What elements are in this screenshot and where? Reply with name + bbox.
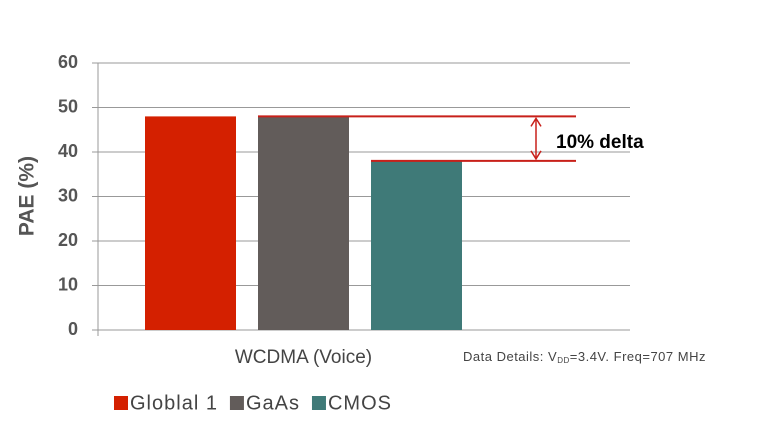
annotation: 10% delta xyxy=(556,132,644,153)
y-tick-label: 30 xyxy=(58,185,78,205)
bar xyxy=(258,116,349,331)
y-axis-label: PAE (%) xyxy=(16,156,39,236)
note-text: =3.4V. Freq=707 MHz xyxy=(570,349,706,364)
arrow-head xyxy=(530,150,542,161)
legend-swatch xyxy=(311,396,326,410)
note-text: Data Details: V xyxy=(463,349,557,364)
legend-label: CMOS xyxy=(328,392,392,414)
bar xyxy=(371,160,462,330)
legend-swatch xyxy=(114,396,128,410)
legend-label: GaAs xyxy=(246,392,300,414)
y-tick-label: 20 xyxy=(58,230,78,250)
y-tick-label: 10 xyxy=(58,274,78,294)
note-subscript: DD xyxy=(557,356,570,365)
x-tick-label: WCDMA (Voice) xyxy=(235,347,372,368)
y-tick-label: 50 xyxy=(58,96,78,116)
y-tick-label: 40 xyxy=(58,141,78,161)
y-tick-label: 60 xyxy=(58,52,78,72)
arrow-head xyxy=(530,116,542,127)
legend-label: Globlal 1 xyxy=(130,392,218,414)
legend-swatch xyxy=(229,396,244,410)
bar xyxy=(145,116,236,331)
note: Data Details: VDD=3.4V. Freq=707 MHz xyxy=(463,349,706,365)
y-tick-label: 0 xyxy=(68,319,78,339)
